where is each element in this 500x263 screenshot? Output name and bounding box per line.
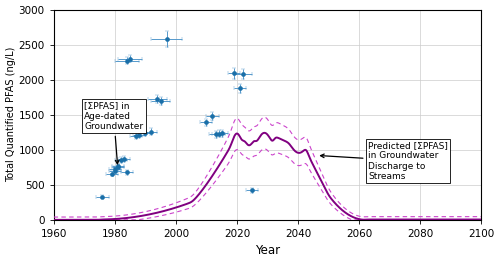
X-axis label: Year: Year (255, 244, 280, 257)
Y-axis label: Total Quantified PFAS (ng/L): Total Quantified PFAS (ng/L) (6, 47, 16, 183)
Text: Predicted [ΣPFAS]
in Groundwater
Discharge to
Streams: Predicted [ΣPFAS] in Groundwater Dischar… (320, 141, 448, 181)
Text: [ΣPFAS] in
Age-dated
Groundwater: [ΣPFAS] in Age-dated Groundwater (84, 101, 144, 164)
